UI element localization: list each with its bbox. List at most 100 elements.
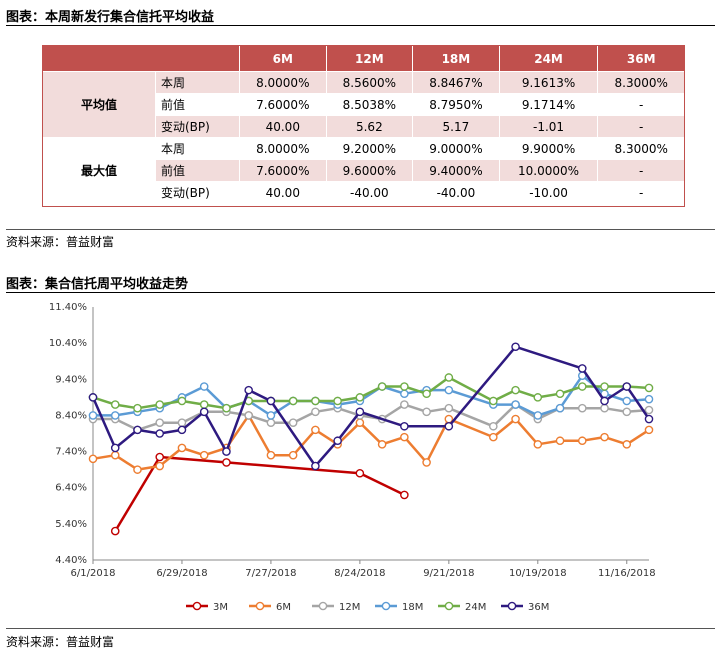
table-cell: - <box>597 93 685 116</box>
data-point-24m <box>177 396 187 406</box>
data-point-6m <box>288 450 298 460</box>
data-point-6m <box>622 440 632 449</box>
data-point-12m <box>288 418 298 427</box>
data-point-36m <box>444 421 454 431</box>
row-label: 前值 <box>155 159 240 182</box>
table-cell: 9.9000% <box>498 137 599 160</box>
data-point-24m <box>511 385 520 395</box>
table-cell: 9.1714% <box>498 93 599 116</box>
legend-marker-12m <box>318 601 328 611</box>
chart-source: 资料来源：普益财富 <box>6 635 115 649</box>
table-cell: -10.00 <box>498 181 599 204</box>
data-point-24m <box>311 396 320 406</box>
table-cell: 8.0000% <box>239 71 327 94</box>
series-line-24m <box>92 376 650 410</box>
legend-marker-18m <box>381 601 391 611</box>
data-point-18m <box>622 396 632 406</box>
y-tick-label: 11.40% <box>49 302 87 313</box>
data-point-3m <box>155 452 165 462</box>
table-cell: 5.17 <box>412 115 500 138</box>
data-point-6m <box>88 454 98 464</box>
row-label: 本周 <box>155 137 240 160</box>
x-tick-label: 6/1/2018 <box>71 568 116 579</box>
data-point-36m <box>644 414 654 424</box>
data-point-24m <box>155 400 165 409</box>
data-point-6m <box>266 450 276 460</box>
data-point-18m <box>400 389 409 399</box>
data-point-36m <box>511 342 520 352</box>
table-cell: 8.8467% <box>412 71 500 94</box>
legend-marker-3m <box>192 601 202 611</box>
data-point-6m <box>600 432 609 442</box>
data-point-3m <box>400 490 409 500</box>
data-point-12m <box>444 403 454 413</box>
table-cell: - <box>597 181 685 204</box>
data-point-36m <box>133 425 142 435</box>
table-cell: 40.00 <box>239 181 327 204</box>
data-point-18m <box>110 411 120 420</box>
table-title: 图表：本周新发行集合信托平均收益 <box>6 10 215 25</box>
table-source-rule <box>6 229 715 230</box>
col-header-36m: 36M <box>597 45 685 72</box>
table-cell: 9.4000% <box>412 159 500 182</box>
data-point-3m <box>110 526 120 536</box>
table-cell: 8.7950% <box>412 93 500 116</box>
col-header-12m: 12M <box>325 45 414 72</box>
yield-table: 6M 12M 18M 24M 36M 平均值 本周 8.0000% 8.5600… <box>42 45 685 204</box>
table-title-rule <box>6 25 715 26</box>
data-point-12m <box>622 407 632 417</box>
data-point-36m <box>222 447 231 456</box>
data-point-24m <box>533 393 543 402</box>
data-point-12m <box>489 421 498 431</box>
yield-line-chart: 4.40% 5.40% 6.40% 7.40% 8.40% 9.40% 10.40% 11.4… <box>49 302 656 613</box>
data-point-6m <box>422 458 431 467</box>
col-header-24m: 24M <box>498 45 599 72</box>
y-tick-label: 10.40% <box>49 338 87 349</box>
data-point-24m <box>333 396 342 406</box>
legend-marker-6m <box>255 601 265 611</box>
data-point-12m <box>644 405 654 415</box>
table-row: 平均值 本周 8.0000% 8.5600% 8.8467% 9.1613% 8… <box>42 71 685 138</box>
y-tick-label: 6.40% <box>55 483 87 494</box>
table-cell: 10.0000% <box>498 159 599 182</box>
data-point-6m <box>133 465 142 474</box>
table-row: 变动(BP) 40.00 5.62 5.17 -1.01 - <box>43 115 685 138</box>
data-point-36m <box>177 425 187 435</box>
data-point-6m <box>489 432 498 442</box>
data-point-6m <box>533 440 543 449</box>
table-cell: 8.3000% <box>597 71 685 94</box>
data-point-24m <box>355 393 365 402</box>
data-point-36m <box>88 393 98 402</box>
y-tick-label: 7.40% <box>55 447 87 458</box>
data-point-18m <box>199 382 209 391</box>
data-point-6m <box>577 436 587 446</box>
table-row: 最大值 本周 8.0000% 9.2000% 9.0000% 9.9000% 8… <box>42 137 685 204</box>
table-cell: 8.5038% <box>325 93 414 116</box>
series-line-36m <box>91 345 651 468</box>
data-point-18m <box>88 411 98 420</box>
data-point-24m <box>377 382 387 391</box>
data-point-24m <box>577 382 587 391</box>
data-point-6m <box>400 432 409 442</box>
legend-label-36m: 36M <box>528 602 549 613</box>
data-point-36m <box>355 407 365 417</box>
data-point-36m <box>600 396 609 406</box>
data-point-6m <box>177 443 187 453</box>
data-point-18m <box>533 411 543 420</box>
data-point-24m <box>400 382 409 391</box>
legend-label-6m: 6M <box>276 602 291 613</box>
data-point-12m <box>244 411 253 420</box>
data-point-12m <box>577 403 587 413</box>
group-label-average: 平均值 <box>42 71 156 138</box>
table-header-blank <box>42 45 240 72</box>
col-header-18m: 18M <box>412 45 500 72</box>
data-point-3m <box>222 458 231 467</box>
data-point-36m <box>622 382 632 391</box>
x-tick-label: 6/29/2018 <box>156 568 207 579</box>
data-point-24m <box>133 403 142 413</box>
data-point-6m <box>555 436 565 446</box>
table-cell: 9.0000% <box>412 137 500 160</box>
row-label: 前值 <box>155 93 240 116</box>
data-point-24m <box>555 389 565 399</box>
table-cell: - <box>597 115 685 138</box>
